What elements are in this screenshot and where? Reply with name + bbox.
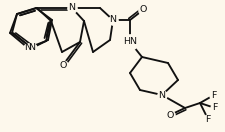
Text: HN: HN bbox=[123, 37, 137, 46]
Text: F: F bbox=[205, 114, 211, 124]
Text: O: O bbox=[166, 110, 174, 119]
Text: N: N bbox=[110, 15, 117, 25]
Text: N: N bbox=[68, 4, 76, 13]
Text: N: N bbox=[158, 91, 166, 100]
Text: N: N bbox=[25, 44, 32, 53]
Text: F: F bbox=[211, 91, 217, 100]
Text: N: N bbox=[29, 44, 36, 53]
Text: O: O bbox=[139, 6, 147, 15]
Text: O: O bbox=[59, 60, 67, 70]
Text: F: F bbox=[212, 103, 218, 112]
